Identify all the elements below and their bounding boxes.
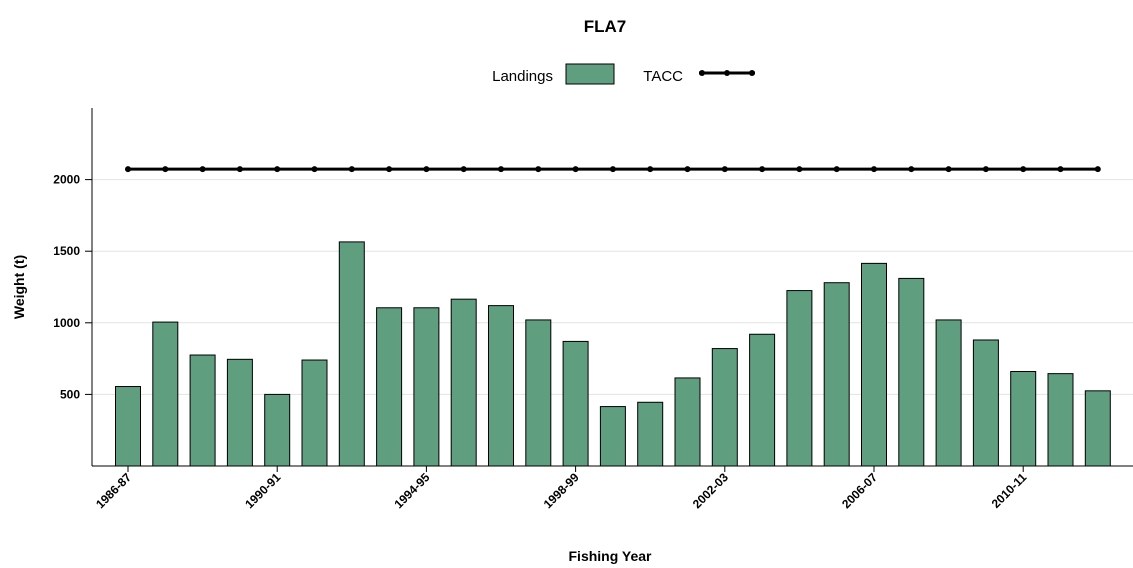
x-tick-label: 2006-07 — [839, 470, 880, 511]
tacc-point-2003-04 — [759, 166, 766, 173]
tacc-point-1997-98 — [535, 166, 542, 173]
x-axis-label: Fishing Year — [569, 548, 653, 564]
chart-title: FLA7 — [584, 17, 627, 36]
x-tick-label: 2002-03 — [690, 470, 731, 511]
bar-1989-90 — [226, 358, 253, 467]
bar-2012-13 — [1084, 390, 1111, 467]
tacc-point-2006-07 — [871, 166, 877, 173]
bar-1998-99 — [562, 340, 589, 467]
x-tick-label: 1990-91 — [242, 470, 283, 511]
tacc-point-1993-94 — [386, 166, 393, 173]
y-tick-label: 1500 — [53, 244, 80, 258]
bar-1993-94 — [376, 307, 403, 467]
bars — [115, 241, 1111, 467]
legend-label-landings: Landings — [492, 68, 553, 85]
legend-label-tacc: TACC — [643, 68, 683, 85]
bar-2005-06 — [823, 282, 850, 467]
legend: Landings TACC — [492, 63, 755, 85]
legend-line-tacc-marker — [749, 70, 755, 76]
tacc-point-1990-91 — [274, 166, 281, 173]
bar-1999-00 — [599, 406, 626, 467]
bar-2006-07 — [861, 262, 887, 467]
bar-1988-89 — [189, 354, 216, 467]
bar-2004-05 — [786, 290, 813, 467]
bar-2000-01 — [637, 401, 664, 467]
tacc-point-2005-06 — [833, 166, 840, 173]
tacc-point-1996-97 — [498, 166, 504, 173]
tacc-point-1992-93 — [348, 166, 355, 173]
tacc-point-1987-88 — [162, 166, 169, 173]
tacc-point-1989-90 — [236, 166, 243, 173]
y-axis-label: Weight (t) — [11, 255, 27, 319]
bar-1997-98 — [525, 319, 552, 467]
tacc-line — [125, 166, 1101, 173]
y-tick-label: 2000 — [53, 173, 80, 187]
tacc-point-2002-03 — [721, 166, 728, 173]
bar-1992-93 — [338, 241, 365, 467]
bar-2009-10 — [972, 339, 999, 467]
bar-1994-95 — [413, 307, 440, 467]
tacc-point-1986-87 — [125, 166, 131, 173]
legend-swatch-landings — [565, 63, 615, 85]
legend-line-tacc-marker — [699, 70, 705, 76]
tacc-point-2000-01 — [647, 166, 654, 173]
tacc-point-2001-02 — [684, 166, 691, 173]
tacc-point-2010-11 — [1020, 166, 1027, 173]
tacc-point-1988-89 — [199, 166, 206, 173]
x-tick-label: 1994-95 — [391, 470, 432, 511]
legend-line-tacc-marker — [724, 70, 730, 76]
tacc-point-2008-09 — [945, 166, 952, 173]
legend-line-tacc — [699, 70, 755, 76]
bar-1996-97 — [488, 305, 514, 467]
tacc-point-1995-96 — [460, 166, 467, 173]
bar-1987-88 — [152, 321, 179, 467]
tacc-point-2004-05 — [796, 166, 803, 173]
bar-2001-02 — [674, 377, 701, 467]
bar-2008-09 — [935, 319, 962, 467]
tacc-point-1998-99 — [572, 166, 579, 173]
tacc-point-2011-12 — [1057, 166, 1064, 173]
x-ticks: 1986-87 1990-91 1994-95 1998-99 2002-03 2006-… — [93, 466, 1030, 511]
bar-1991-92 — [301, 359, 328, 467]
y-ticks: 500 1000 1500 2000 — [53, 173, 92, 401]
bar-2007-08 — [898, 277, 925, 467]
tacc-point-1999-00 — [609, 166, 616, 173]
y-tick-label: 1000 — [53, 316, 80, 330]
y-tick-label: 500 — [60, 387, 80, 401]
tacc-point-2009-10 — [982, 166, 989, 173]
bar-1995-96 — [450, 298, 477, 467]
tacc-point-1994-95 — [423, 166, 430, 173]
bar-2010-11 — [1010, 370, 1037, 467]
x-tick-label: 1998-99 — [541, 470, 582, 511]
tacc-point-2012-13 — [1094, 166, 1101, 173]
bar-2003-04 — [749, 333, 776, 467]
bar-2011-12 — [1047, 373, 1074, 467]
tacc-point-2007-08 — [908, 166, 915, 173]
tacc-point-1991-92 — [311, 166, 318, 173]
x-tick-label: 2010-11 — [989, 470, 1030, 511]
bar-1990-91 — [264, 393, 291, 467]
x-tick-label: 1986-87 — [93, 470, 134, 511]
bar-2002-03 — [711, 348, 738, 467]
bar-1986-87 — [115, 386, 141, 467]
